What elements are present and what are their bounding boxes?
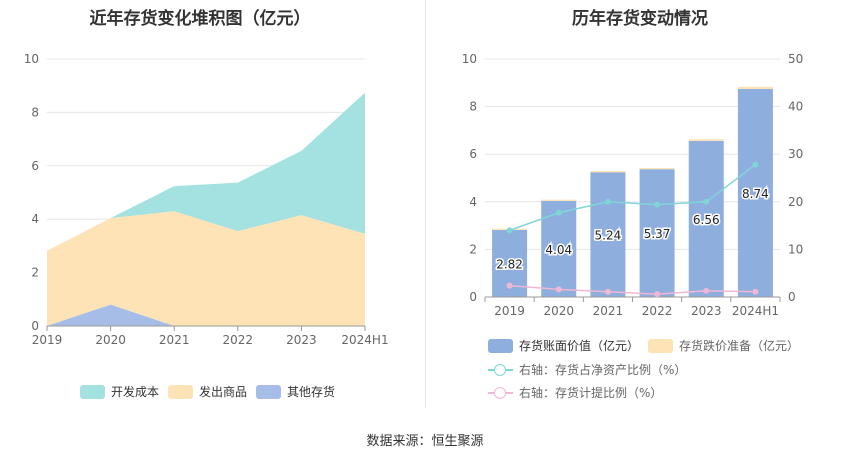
bar-book-value xyxy=(590,172,626,297)
line-net-asset-ratio-point xyxy=(555,209,562,216)
legend-label: 开发成本 xyxy=(111,385,160,399)
y-tick-label: 2 xyxy=(469,242,477,256)
x-tick-label: 2023 xyxy=(691,304,722,318)
x-tick-label: 2020 xyxy=(543,304,574,318)
x-tick-label: 2019 xyxy=(32,333,63,347)
x-tick-label: 2020 xyxy=(95,333,126,347)
y-tick-label: 0 xyxy=(31,319,39,333)
legend-item-provision-ratio[interactable]: 右轴：存货计提比例（%） xyxy=(488,384,662,401)
bar-provision xyxy=(541,199,577,201)
line-net-asset-ratio-point xyxy=(703,198,710,205)
y-tick-label: 10 xyxy=(462,52,477,66)
legend-label: 存货跌价准备（亿元） xyxy=(679,339,800,353)
line-provision-ratio-point xyxy=(604,288,611,295)
line-net-asset-ratio-point xyxy=(752,161,759,168)
x-tick-label: 2022 xyxy=(223,333,254,347)
legend-label: 其他存货 xyxy=(287,385,336,399)
charts-canvas: 0 2 4 6 8 10 2019 2020 2021 2022 2023 2024H1 0 2 4 6 8 10… xyxy=(24,52,804,347)
bar-data-label: 4.04 xyxy=(545,243,572,257)
area-shipped-goods xyxy=(47,211,365,326)
bar-data-label: 2.82 xyxy=(496,257,523,271)
legend-item-dev-cost[interactable]: 开发成本 xyxy=(80,383,159,400)
bar-book-value xyxy=(688,140,724,297)
legend-item-net-ratio[interactable]: 右轴：存货占净资产比例（%） xyxy=(488,361,686,378)
x-tick-label: 2024H1 xyxy=(341,333,388,347)
line-provision-ratio-point xyxy=(555,286,562,293)
x-tick-label: 2019 xyxy=(494,304,525,318)
line-provision-ratio-point xyxy=(654,291,661,298)
legend-swatch xyxy=(488,338,513,353)
y-tick-label: 4 xyxy=(469,195,477,209)
y2-tick-label: 50 xyxy=(788,52,803,66)
legend-item-other[interactable]: 其他存货 xyxy=(256,383,335,400)
y-tick-label: 2 xyxy=(31,266,39,280)
y2-tick-label: 0 xyxy=(788,290,796,304)
y-tick-label: 8 xyxy=(469,100,477,114)
area-dev-cost xyxy=(47,92,365,251)
area-other-inventory xyxy=(47,304,365,326)
line-provision-ratio-point xyxy=(703,287,710,294)
legend-swatch xyxy=(256,384,281,399)
bar-data-label: 6.56 xyxy=(693,213,720,227)
bar-data-label: 5.37 xyxy=(644,227,671,241)
bar-provision xyxy=(737,86,773,89)
legend-label: 发出商品 xyxy=(199,385,248,399)
x-tick-label: 2024H1 xyxy=(732,304,779,318)
line-provision-ratio xyxy=(509,284,756,295)
y-tick-label: 8 xyxy=(31,105,39,119)
legend-line-marker xyxy=(488,363,513,377)
x-tick-label: 2021 xyxy=(593,304,624,318)
y-tick-label: 6 xyxy=(31,159,39,173)
y-tick-label: 0 xyxy=(469,290,477,304)
legend-item-book-value[interactable]: 存货账面价值（亿元） xyxy=(488,337,639,354)
legend-label: 存货账面价值（亿元） xyxy=(519,339,640,353)
left-chart-title: 近年存货变化堆积图（亿元） xyxy=(89,9,311,29)
y2-tick-label: 40 xyxy=(788,100,803,114)
bar-provision xyxy=(688,139,724,141)
x-tick-label: 2023 xyxy=(286,333,317,347)
bar-data-label: 5.24 xyxy=(595,229,622,243)
x-tick-label: 2022 xyxy=(642,304,673,318)
legend-label: 右轴：存货占净资产比例（%） xyxy=(519,363,687,377)
bar-provision xyxy=(639,168,675,170)
data-source: 数据来源：恒生聚源 xyxy=(366,434,484,449)
line-provision-ratio-point xyxy=(752,288,759,295)
y2-tick-label: 20 xyxy=(788,195,803,209)
legend-label: 右轴：存货计提比例（%） xyxy=(519,386,663,400)
bar-provision xyxy=(590,170,626,173)
y-tick-label: 6 xyxy=(469,147,477,161)
legend-item-provision[interactable]: 存货跌价准备（亿元） xyxy=(648,337,799,354)
bar-data-label: 8.74 xyxy=(742,187,769,201)
legend-line-marker xyxy=(488,386,513,400)
line-provision-ratio-point xyxy=(506,282,513,289)
line-net-asset-ratio xyxy=(509,164,756,232)
y2-tick-label: 30 xyxy=(788,147,803,161)
legend-swatch xyxy=(80,384,105,399)
bar-book-value xyxy=(639,169,675,297)
line-net-asset-ratio-point xyxy=(506,227,513,234)
y-tick-label: 10 xyxy=(24,52,39,66)
panel-divider xyxy=(425,0,426,408)
x-tick-label: 2021 xyxy=(159,333,190,347)
y2-tick-label: 10 xyxy=(788,242,803,256)
y-tick-label: 4 xyxy=(31,212,39,226)
bar-book-value xyxy=(737,88,773,297)
legend-swatch xyxy=(648,338,673,353)
legend-swatch xyxy=(168,384,193,399)
line-net-asset-ratio-point xyxy=(604,198,611,205)
line-net-asset-ratio-point xyxy=(654,201,661,208)
right-chart-title: 历年存货变动情况 xyxy=(572,9,708,29)
legend-item-shipped[interactable]: 发出商品 xyxy=(168,383,247,400)
